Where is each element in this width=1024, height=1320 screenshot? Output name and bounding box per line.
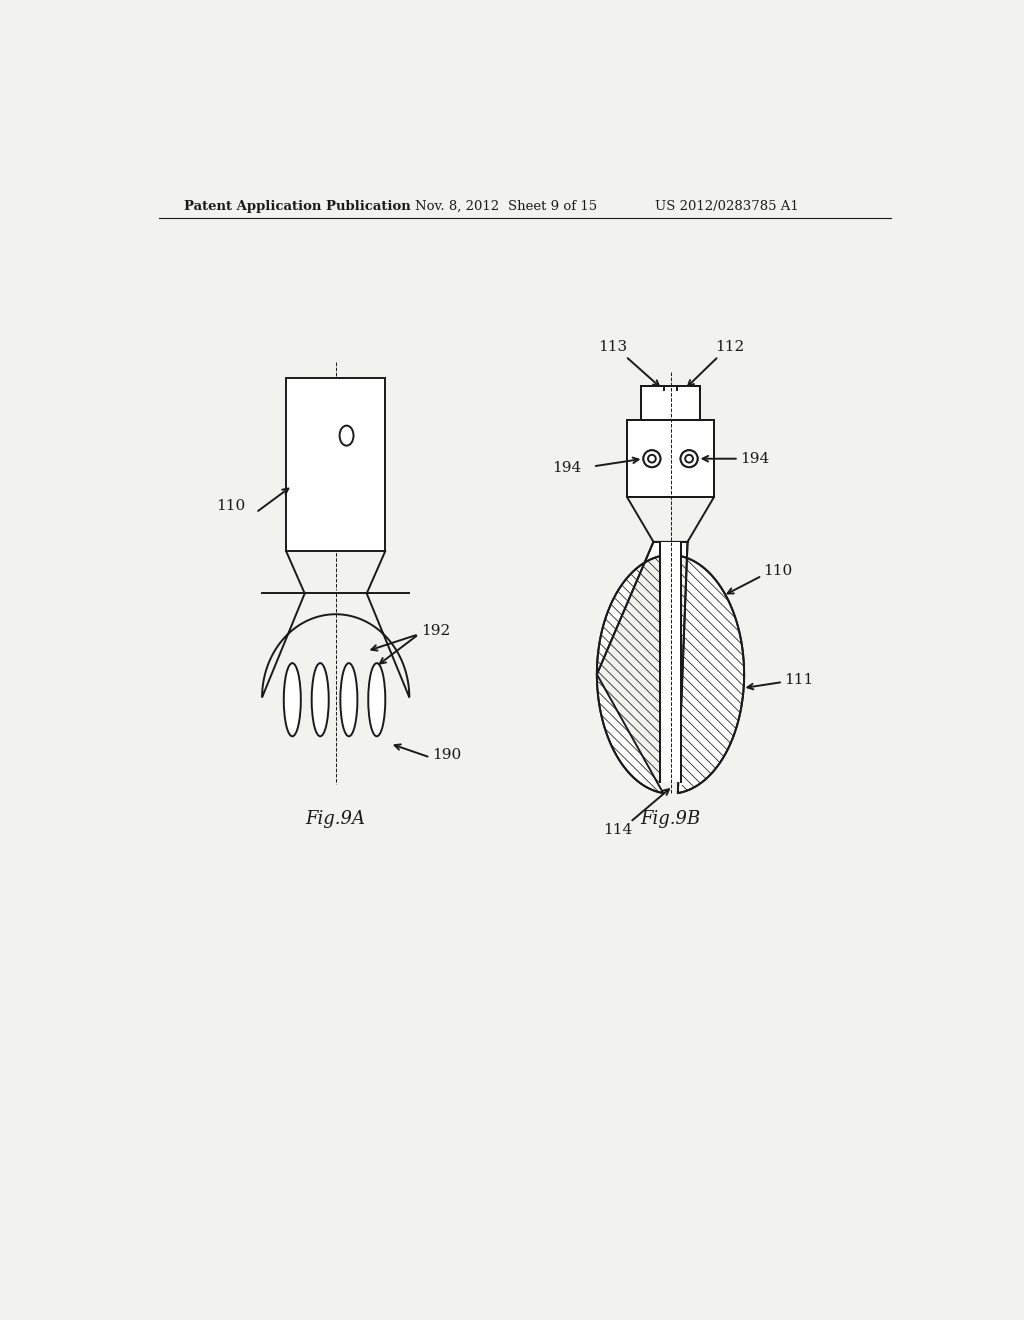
Circle shape: [685, 455, 693, 462]
Polygon shape: [597, 543, 744, 793]
Bar: [660, 543, 681, 781]
Text: 192: 192: [421, 624, 451, 638]
Ellipse shape: [311, 663, 329, 737]
Text: 194: 194: [740, 451, 769, 466]
Bar: [286, 378, 385, 552]
Text: Patent Application Publication: Patent Application Publication: [183, 199, 411, 213]
Bar: [627, 420, 714, 498]
Circle shape: [681, 450, 697, 467]
Text: Fig.9A: Fig.9A: [306, 810, 366, 828]
Text: 113: 113: [598, 341, 627, 354]
Circle shape: [643, 450, 660, 467]
Ellipse shape: [340, 663, 357, 737]
Text: 111: 111: [784, 673, 814, 686]
Text: 194: 194: [552, 461, 582, 475]
Text: US 2012/0283785 A1: US 2012/0283785 A1: [655, 199, 799, 213]
Ellipse shape: [340, 425, 353, 446]
Text: 110: 110: [764, 564, 793, 578]
Text: 114: 114: [603, 822, 633, 837]
Text: 112: 112: [715, 341, 744, 354]
Text: Nov. 8, 2012: Nov. 8, 2012: [415, 199, 499, 213]
Circle shape: [681, 450, 697, 467]
Text: Fig.9B: Fig.9B: [640, 810, 700, 828]
Text: 190: 190: [432, 748, 462, 762]
Ellipse shape: [369, 663, 385, 737]
Circle shape: [643, 450, 660, 467]
Circle shape: [648, 455, 655, 462]
Bar: [641, 385, 700, 420]
Text: 110: 110: [216, 499, 246, 513]
Bar: [627, 420, 714, 498]
Text: Sheet 9 of 15: Sheet 9 of 15: [508, 199, 597, 213]
Circle shape: [648, 455, 655, 462]
Circle shape: [685, 455, 693, 462]
Ellipse shape: [284, 663, 301, 737]
Bar: [641, 385, 700, 420]
